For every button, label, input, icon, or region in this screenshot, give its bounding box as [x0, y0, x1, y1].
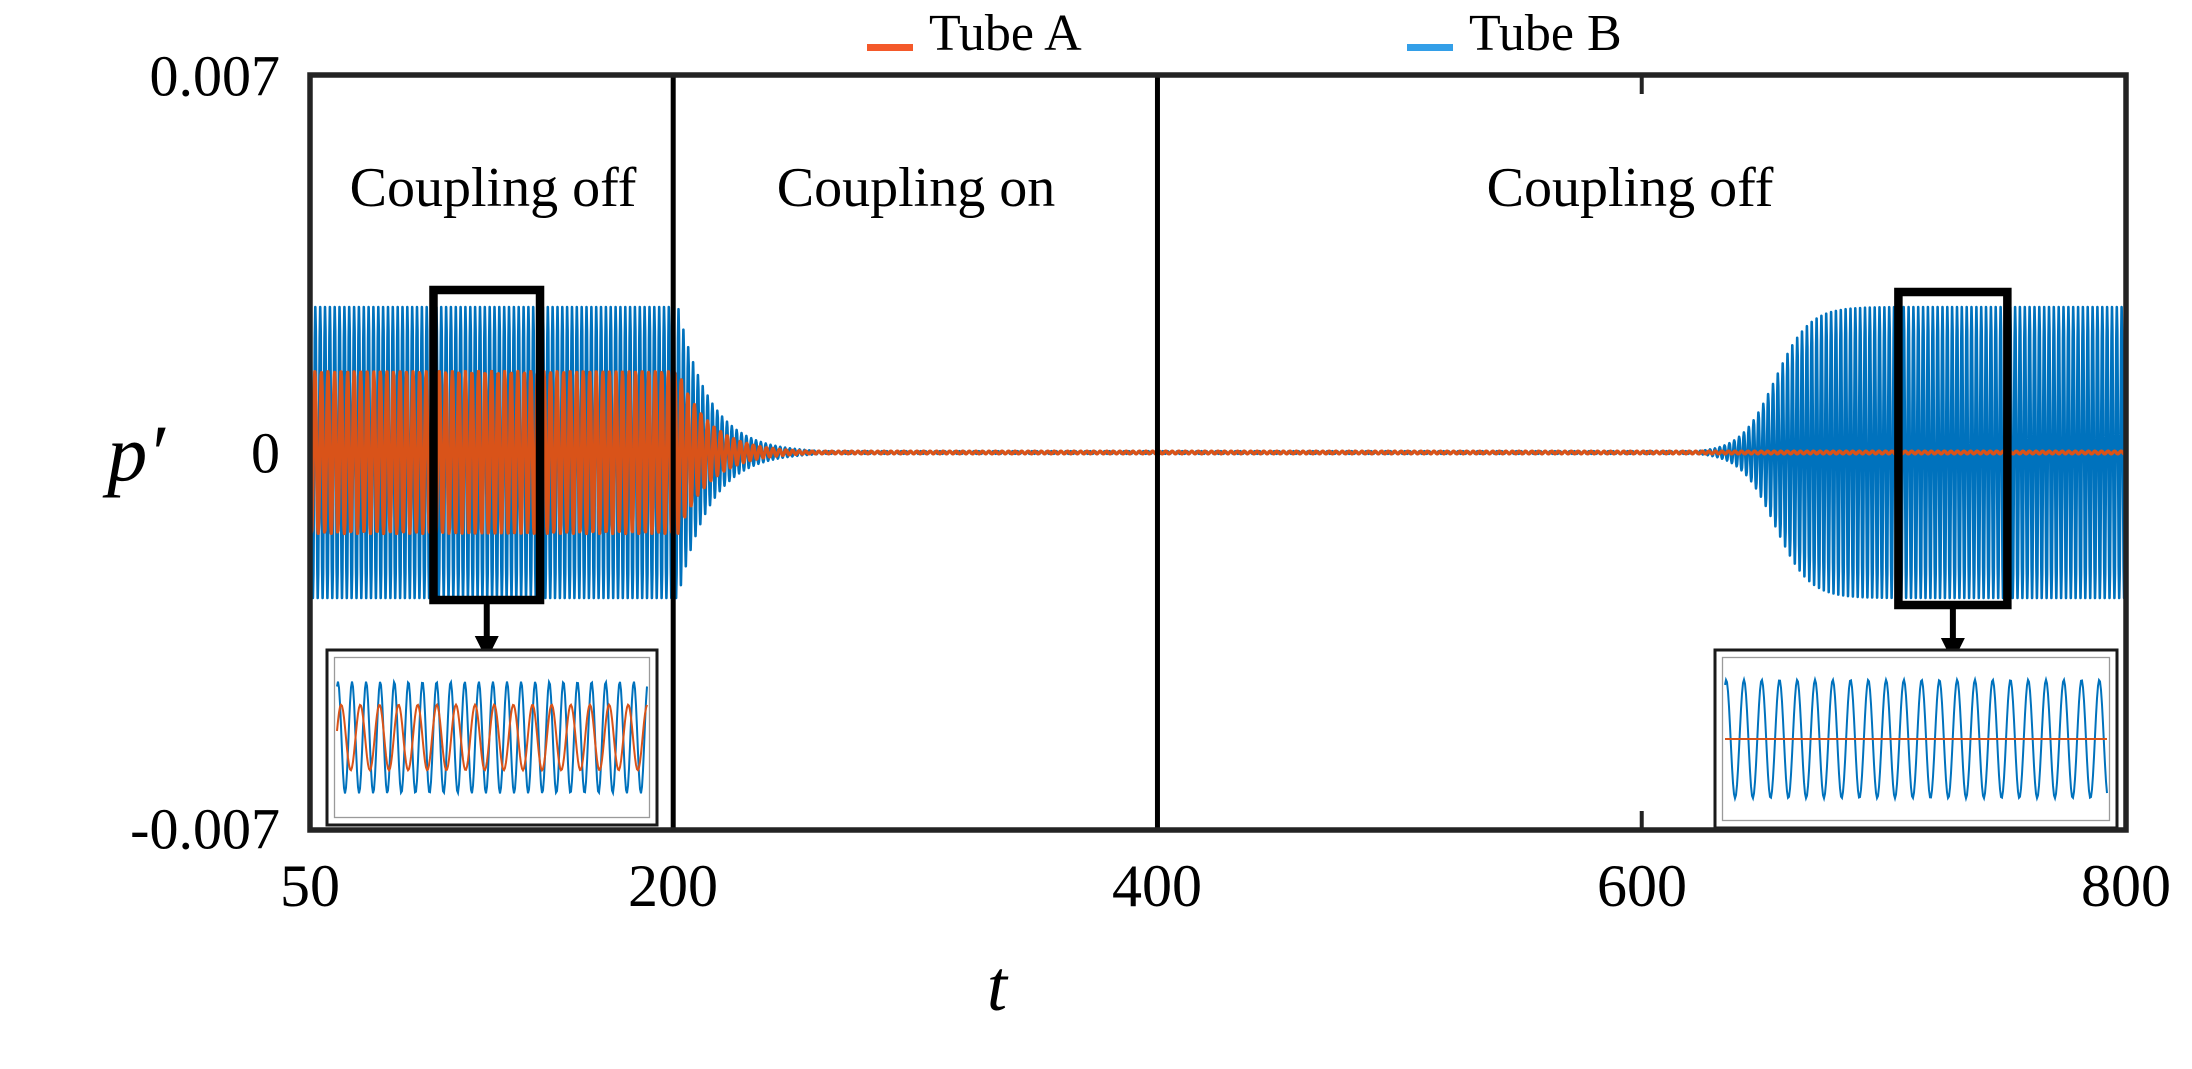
inset-right-tube-b-wave [1724, 675, 2108, 803]
ytick-neg0007: -0.007 [130, 796, 280, 862]
legend-swatch-tube-a [867, 44, 913, 51]
inset-right-axes-box [1721, 656, 2111, 822]
region-label-coupling-on: Coupling on [776, 157, 1056, 219]
y-axis-label: p′ [107, 410, 165, 499]
tube-a-wave [312, 369, 2124, 536]
legend-label-tube-a: Tube A [929, 5, 1082, 62]
ytick-0: 0 [251, 420, 280, 486]
xtick-600: 600 [1597, 853, 1687, 919]
legend-label-tube-b: Tube B [1469, 5, 1622, 62]
xtick-50: 50 [280, 853, 340, 919]
xtick-800: 800 [2081, 853, 2171, 919]
highlight-box-right [1894, 287, 2012, 610]
waveform-layer [312, 305, 2124, 600]
xtick-200: 200 [628, 853, 718, 919]
x-axis-label: t [986, 946, 1008, 1026]
inset-left-tube-a-wave [336, 702, 648, 773]
region-label-coupling-off-right: Coupling off [1486, 157, 1774, 219]
inset-left-axes-box [333, 656, 651, 819]
inset-arrow-head-left [474, 636, 499, 660]
legend-swatch-tube-b [1407, 44, 1453, 51]
plot-box-spines [307, 72, 2129, 833]
xtick-400: 400 [1112, 853, 1202, 919]
region-label-coupling-off-left: Coupling off [349, 157, 637, 219]
ytick-0007: 0.007 [149, 43, 281, 109]
highlight-box-left [429, 285, 545, 605]
